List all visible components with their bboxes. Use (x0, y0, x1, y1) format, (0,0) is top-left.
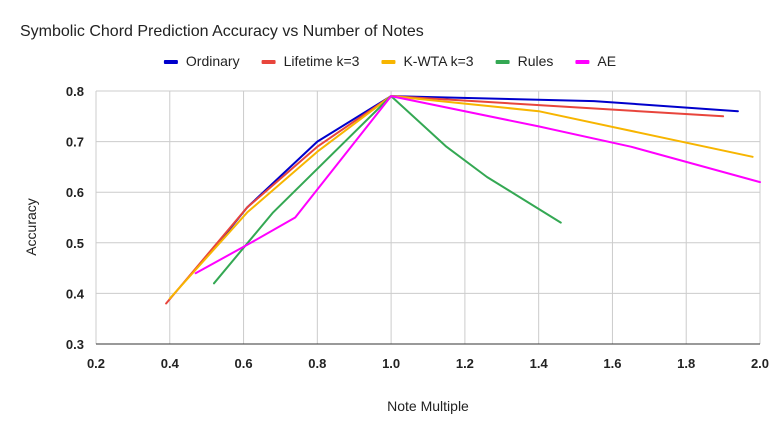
x-axis-label: Note Multiple (387, 398, 469, 414)
y-tick-label: 0.5 (66, 236, 84, 251)
legend-swatch-lifetime-k-3 (261, 60, 276, 64)
x-tick-label: 0.2 (87, 356, 105, 371)
series-line-ae (194, 95, 761, 275)
legend-swatch-rules (495, 60, 510, 64)
legend-swatch-ae (575, 60, 590, 64)
legend-label-k-wta-k-3: K-WTA k=3 (403, 53, 473, 69)
legend: Ordinary Lifetime k=3 K-WTA k=3 Rules AE (163, 53, 616, 69)
legend-swatch-ordinary (163, 60, 178, 64)
series-line-k-wta-k-3 (168, 95, 754, 300)
y-axis-label: Accuracy (23, 198, 39, 256)
series-line-lifetime-k-3 (165, 95, 725, 305)
y-tick-label: 0.8 (66, 84, 84, 99)
x-tick-label: 1.4 (530, 356, 549, 371)
x-tick-label: 0.6 (235, 356, 253, 371)
legend-label-ae: AE (597, 53, 616, 69)
legend-label-lifetime-k-3: Lifetime k=3 (284, 53, 360, 69)
grid (95, 90, 761, 345)
x-tick-label: 0.8 (308, 356, 326, 371)
x-tick-label: 2.0 (751, 356, 769, 371)
x-tick-label: 1.8 (677, 356, 695, 371)
legend-label-ordinary: Ordinary (186, 53, 240, 69)
legend-swatch-k-wta-k-3 (381, 60, 396, 64)
x-axis-ticks: 0.2 0.4 0.6 0.8 1.0 1.2 1.4 1.6 1.8 2.0 (87, 356, 769, 371)
series-line-rules (213, 95, 562, 285)
x-tick-label: 0.4 (161, 356, 180, 371)
y-axis-ticks: 0.3 0.4 0.5 0.6 0.7 0.8 (66, 84, 85, 352)
x-tick-label: 1.0 (382, 356, 400, 371)
series-lines (165, 95, 761, 305)
x-tick-label: 1.2 (456, 356, 474, 371)
y-tick-label: 0.6 (66, 185, 84, 200)
legend-label-rules: Rules (518, 53, 554, 69)
chart-title: Symbolic Chord Prediction Accuracy vs Nu… (20, 23, 424, 40)
y-tick-label: 0.4 (66, 286, 85, 301)
x-tick-label: 1.6 (603, 356, 621, 371)
y-tick-label: 0.7 (66, 135, 84, 150)
y-tick-label: 0.3 (66, 337, 84, 352)
